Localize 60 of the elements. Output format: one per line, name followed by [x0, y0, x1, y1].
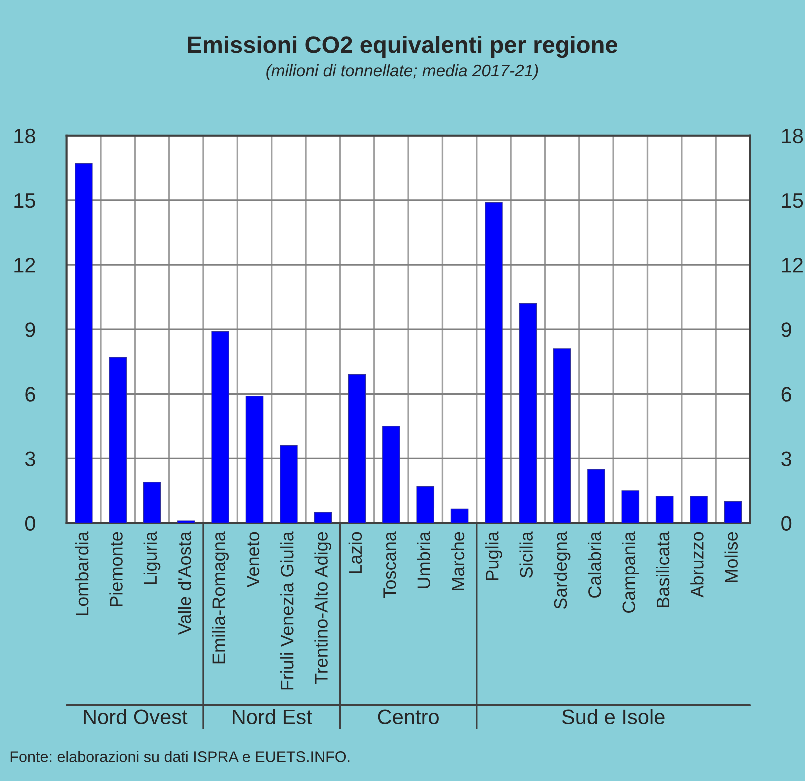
x-tick-label: Campania — [622, 532, 640, 613]
bar — [450, 508, 469, 524]
y2-tick-label: 15 — [782, 194, 804, 208]
bar — [348, 374, 366, 524]
y2-tick-label: 18 — [782, 128, 804, 144]
x-tick-label: Molise — [724, 532, 738, 582]
bar — [656, 496, 674, 524]
y-tick-label: 6 — [26, 387, 36, 402]
y-tick-label: 3 — [25, 452, 36, 466]
x-tick-label: Basilicata — [656, 532, 670, 608]
bar — [485, 202, 503, 524]
x-tick-label: Lazio — [348, 532, 362, 574]
bar — [553, 348, 572, 524]
y-tick-label: 12 — [14, 258, 36, 273]
bar — [724, 501, 742, 524]
x-tick-label: Marche — [451, 532, 465, 590]
x-tick-label: Puglia — [486, 532, 502, 580]
y-tick-label: 9 — [26, 322, 36, 338]
x-tick-label: Piemonte — [110, 532, 123, 606]
bar — [382, 426, 400, 524]
x-tick-label: Liguria — [144, 532, 161, 584]
y-tick-label: 15 — [14, 194, 36, 208]
x-tick-label: Friuli Venezia Giulia — [280, 532, 294, 690]
x-tick-label: Sicilia — [520, 532, 533, 578]
y-tick-label: 18 — [14, 128, 36, 144]
bar — [212, 331, 230, 524]
y2-tick-label: 6 — [782, 387, 792, 402]
bar — [109, 357, 127, 524]
chart-title: Emissioni CO2 equivalenti per regione — [188, 36, 618, 58]
chart-subtitle: (milioni di tonnellate; media 2017-21) — [266, 64, 538, 80]
bar — [75, 164, 93, 524]
x-tick-label: Veneto — [247, 532, 260, 588]
bar — [622, 490, 640, 524]
x-tick-label: Abruzzo — [690, 532, 704, 598]
text: Centro — [378, 710, 439, 724]
bar — [314, 512, 332, 524]
y2-tick-label: 9 — [782, 322, 792, 338]
y2-tick-label: 3 — [782, 452, 792, 466]
x-tick-label: Toscana — [384, 532, 396, 598]
y2-tick-label: 12 — [782, 258, 803, 273]
y2-tick-label: 0 — [782, 516, 792, 532]
bar — [588, 469, 606, 524]
bar — [416, 486, 435, 524]
y-tick-label: 0 — [25, 516, 36, 532]
x-tick-label: Valle d'Aosta — [178, 532, 192, 636]
bar — [519, 303, 538, 524]
bar — [246, 396, 264, 524]
x-tick-label: Umbria — [417, 532, 430, 588]
bar — [143, 482, 162, 524]
x-tick-label: Sardegna — [554, 532, 571, 610]
text: Sud e Isole — [562, 709, 665, 724]
x-tick-label: Emilia-Romagna — [212, 532, 230, 664]
text: Nord Est — [233, 709, 312, 724]
text: Nord Ovest — [84, 709, 188, 724]
x-tick-label: Trentino-Alto Adige — [314, 532, 332, 684]
bar — [690, 496, 708, 524]
bar — [280, 445, 298, 524]
x-tick-label: Lombardia — [75, 532, 89, 616]
x-tick-label: Calabria — [588, 532, 602, 598]
source-note: Fonte: elaborazioni su dati ISPRA e EUETS.INFO. — [10, 751, 350, 762]
